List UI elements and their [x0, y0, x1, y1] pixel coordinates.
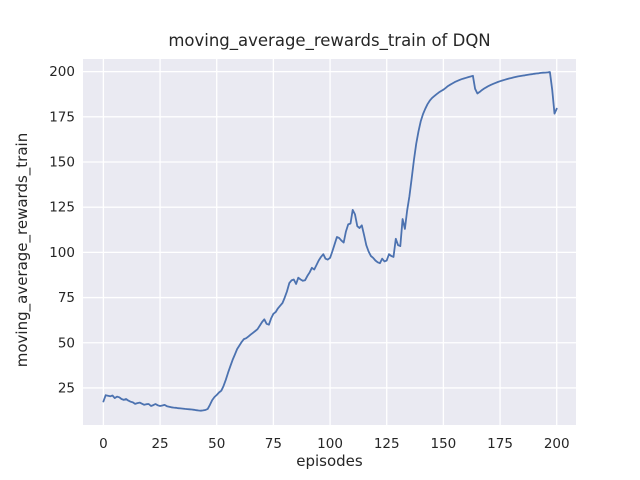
y-tick-label: 50 — [58, 335, 75, 351]
y-tick-label: 100 — [49, 245, 75, 261]
y-axis-label: moving_average_rewards_train — [13, 132, 31, 368]
chart-title: moving_average_rewards_train of DQN — [168, 31, 491, 50]
data-line — [102, 71, 558, 412]
x-tick-label: 100 — [317, 436, 343, 452]
x-tick-label: 75 — [265, 436, 282, 452]
y-tick-label: 25 — [58, 380, 75, 396]
y-tick-label: 150 — [49, 155, 75, 171]
x-axis-label: episodes — [296, 452, 363, 470]
x-tick-label: 200 — [544, 436, 570, 452]
x-tick-label: 175 — [487, 436, 513, 452]
x-tick-label: 0 — [99, 436, 108, 452]
x-tick-label: 125 — [374, 436, 400, 452]
y-tick-label: 175 — [49, 109, 75, 125]
x-tick-label: 50 — [208, 436, 225, 452]
y-tick-label: 200 — [49, 64, 75, 80]
x-tick-label: 150 — [431, 436, 457, 452]
y-tick-label: 75 — [58, 290, 75, 306]
y-tick-label: 125 — [49, 200, 75, 216]
x-tick-label: 25 — [151, 436, 168, 452]
